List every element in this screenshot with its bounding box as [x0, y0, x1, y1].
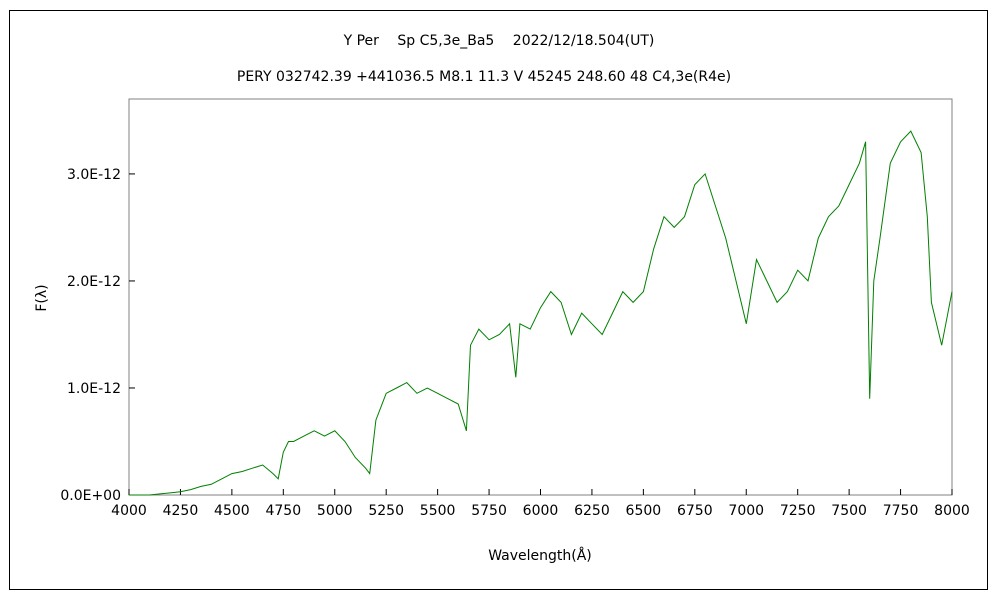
x-tick-label: 6250	[574, 503, 610, 519]
x-axis-ticks: 4000 4250 4500 4750 5000 5250 5500 5750 6000 6250…	[111, 489, 970, 519]
x-tick-label: 4750	[265, 503, 301, 519]
y-tick-label: 2.0E-12	[67, 274, 121, 290]
x-tick-label: 6750	[677, 503, 713, 519]
x-tick-label: 4000	[111, 503, 147, 519]
x-tick-label: 4250	[163, 503, 199, 519]
y-tick-label: 3.0E-12	[67, 167, 121, 183]
x-tick-label: 4500	[214, 503, 250, 519]
spectrum-chart: Y Per Sp C5,3e_Ba5 2022/12/18.504(UT) PE…	[34, 33, 970, 564]
x-tick-label: 7000	[728, 503, 764, 519]
spectrum-line	[129, 130, 953, 496]
y-axis-label: F(λ)	[34, 284, 50, 311]
x-tick-label: 6000	[523, 503, 559, 519]
chart-frame: Y Per Sp C5,3e_Ba5 2022/12/18.504(UT) PE…	[9, 10, 988, 590]
x-tick-label: 5000	[317, 503, 353, 519]
y-tick-label: 0.0E+00	[60, 488, 121, 504]
x-tick-label: 5500	[420, 503, 456, 519]
chart-title: Y Per Sp C5,3e_Ba5 2022/12/18.504(UT)	[343, 33, 655, 49]
x-tick-label: 6500	[626, 503, 662, 519]
x-tick-label: 5250	[368, 503, 404, 519]
x-tick-label: 8000	[934, 503, 970, 519]
x-tick-label: 7500	[831, 503, 867, 519]
x-axis-label: Wavelength(Å)	[488, 547, 592, 564]
plot-area	[128, 98, 953, 496]
chart-subtitle: PERY 032742.39 +441036.5 M8.1 11.3 V 452…	[237, 69, 731, 85]
x-tick-label: 7250	[780, 503, 816, 519]
y-tick-label: 1.0E-12	[67, 381, 121, 397]
x-tick-label: 5750	[471, 503, 507, 519]
y-axis-ticks: 0.0E+00 1.0E-12 2.0E-12 3.0E-12	[60, 167, 135, 504]
x-tick-label: 7750	[883, 503, 919, 519]
